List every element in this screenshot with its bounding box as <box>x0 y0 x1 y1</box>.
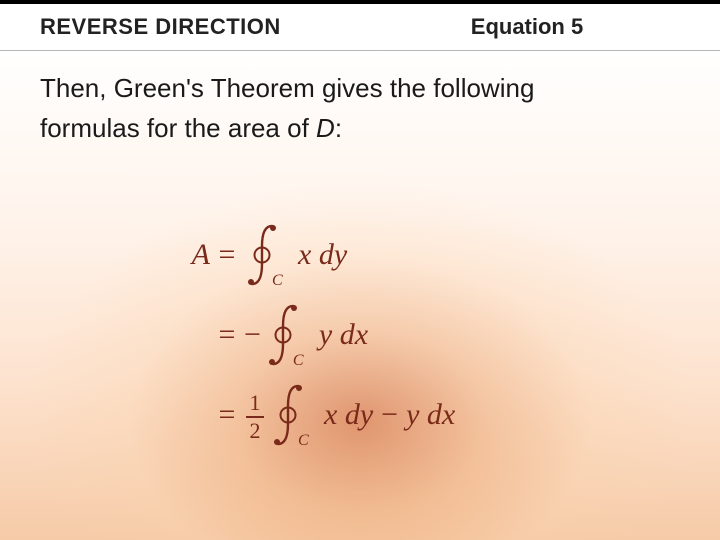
frac-den: 2 <box>250 418 261 442</box>
lhs-a: A <box>150 238 210 272</box>
slide: REVERSE DIRECTION Equation 5 Then, Green… <box>0 0 720 540</box>
one-half: 1 2 <box>246 392 264 442</box>
oint-symbol-3: C <box>270 382 314 448</box>
integrand-1: x dy <box>298 238 347 272</box>
sub-c-1: C <box>272 272 283 290</box>
region-d: D <box>316 113 335 143</box>
neg-sign: − <box>244 318 261 352</box>
formula-row-1: A = C x dy <box>150 220 455 290</box>
body-line-1: Then, Green's Theorem gives the followin… <box>40 73 534 103</box>
frac-num: 1 <box>250 392 261 416</box>
body-line-2a: formulas for the area of <box>40 113 316 143</box>
equation-label: Equation 5 <box>471 14 583 40</box>
body-colon: : <box>335 113 342 143</box>
section-title: REVERSE DIRECTION <box>40 14 281 40</box>
formula-row-3: = 1 2 C <box>150 380 455 450</box>
rhs-3: 1 2 C x dy − <box>244 382 455 448</box>
formula-block: A = C x dy <box>150 220 455 460</box>
oint-2: C y dx <box>265 302 368 368</box>
oint-symbol-2: C <box>265 302 309 368</box>
rhs-2: − C y dx <box>244 302 368 368</box>
equals-3: = <box>210 398 244 432</box>
integrand-2: y dx <box>319 318 368 352</box>
minus-3: − <box>381 398 398 432</box>
integrand-3a: x dy <box>324 398 373 432</box>
oint-3: C x dy − y dx <box>270 382 455 448</box>
oint-1: C x dy <box>244 222 347 288</box>
header: REVERSE DIRECTION Equation 5 <box>40 14 680 40</box>
formula-row-2: = − C y dx <box>150 300 455 370</box>
sub-c-2: C <box>293 352 304 370</box>
equals-1: = <box>210 238 244 272</box>
integrand-3b: y dx <box>406 398 455 432</box>
header-divider <box>0 50 720 51</box>
top-border <box>0 0 720 4</box>
oint-symbol-1: C <box>244 222 288 288</box>
body-text: Then, Green's Theorem gives the followin… <box>40 68 680 149</box>
rhs-1: C x dy <box>244 222 347 288</box>
equals-2: = <box>210 318 244 352</box>
sub-c-3: C <box>298 432 309 450</box>
